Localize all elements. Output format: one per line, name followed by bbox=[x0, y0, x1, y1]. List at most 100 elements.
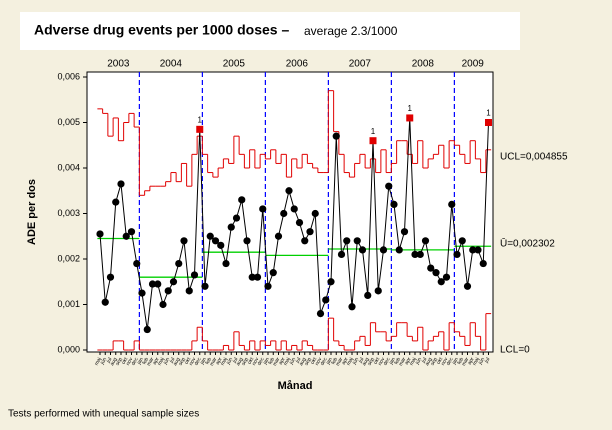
data-point bbox=[379, 246, 388, 254]
x-tick-label: jan bbox=[262, 356, 271, 366]
x-tick-label: jul bbox=[168, 357, 176, 365]
data-point bbox=[227, 223, 235, 231]
data-point bbox=[148, 280, 157, 288]
x-tick-label: mar bbox=[398, 356, 408, 367]
y-tick-label: 0,004 bbox=[57, 162, 80, 172]
data-point bbox=[348, 303, 356, 311]
data-point bbox=[96, 230, 104, 238]
data-point bbox=[427, 264, 435, 272]
data-point bbox=[437, 278, 445, 286]
footer bbox=[0, 400, 612, 430]
x-tick-label: nov bbox=[188, 356, 197, 366]
x-tick-label: dec bbox=[319, 356, 328, 366]
x-tick-label: jan bbox=[325, 356, 334, 366]
x-tick-label: jun bbox=[99, 356, 108, 366]
ucl-label: UCL=0,004855 bbox=[500, 152, 568, 163]
y-tick-label: 0,001 bbox=[57, 299, 80, 309]
data-point bbox=[206, 232, 214, 240]
data-point bbox=[290, 205, 298, 213]
data-point bbox=[416, 250, 424, 259]
x-tick-label: jul bbox=[483, 357, 491, 365]
x-tick-label: maj bbox=[94, 357, 103, 367]
x-tick-label: okt bbox=[436, 356, 445, 365]
data-point bbox=[264, 282, 272, 290]
flagged-point bbox=[369, 137, 377, 145]
chart-subtitle: average 2.3/1000 bbox=[304, 24, 398, 38]
data-point bbox=[169, 278, 178, 286]
x-tick-label: mar bbox=[335, 356, 345, 367]
x-tick-label: dec bbox=[382, 356, 391, 366]
x-tick-label: okt bbox=[373, 356, 382, 365]
chart-title: Adverse drug events per 1000 doses – bbox=[34, 22, 289, 38]
data-point bbox=[411, 250, 419, 259]
x-tick-label: apr bbox=[278, 356, 287, 366]
x-tick-label: jul bbox=[420, 357, 428, 365]
x-tick-label: maj bbox=[283, 357, 292, 367]
data-point bbox=[138, 289, 146, 297]
x-tick-label: aug bbox=[109, 356, 118, 366]
data-point bbox=[175, 259, 183, 268]
data-point bbox=[453, 250, 461, 259]
x-tick-label: okt bbox=[247, 356, 256, 365]
plot-area bbox=[86, 71, 494, 353]
data-point bbox=[469, 246, 477, 254]
data-point bbox=[280, 209, 288, 218]
data-point bbox=[374, 287, 382, 295]
x-tick-label: jun bbox=[351, 356, 360, 366]
data-point bbox=[133, 259, 141, 268]
x-tick-label: okt bbox=[310, 356, 319, 365]
x-tick-label: aug bbox=[424, 356, 433, 366]
x-tick-label: aug bbox=[235, 356, 244, 366]
x-tick-label: jun bbox=[225, 356, 234, 366]
x-tick-label: feb bbox=[267, 356, 276, 365]
x-tick-label: jan bbox=[451, 356, 460, 366]
x-tick-label: jun bbox=[414, 356, 423, 366]
y-axis-label: ADE per dos bbox=[26, 179, 38, 245]
x-tick-label: maj bbox=[157, 357, 166, 367]
x-tick-label: jan bbox=[199, 356, 208, 366]
data-point bbox=[432, 269, 440, 277]
x-tick-label: jun bbox=[477, 356, 486, 366]
data-point bbox=[332, 132, 340, 140]
data-point bbox=[337, 250, 346, 259]
x-tick-label: maj bbox=[346, 357, 355, 367]
data-point bbox=[217, 241, 225, 249]
x-tick-label: mar bbox=[461, 356, 471, 367]
y-tick-label: 0,003 bbox=[57, 208, 80, 218]
data-point bbox=[117, 180, 125, 188]
x-tick-label: apr bbox=[152, 356, 161, 366]
phase-label: 2005 bbox=[223, 59, 246, 70]
y-tick-label: 0,005 bbox=[57, 117, 80, 127]
data-point bbox=[101, 298, 109, 306]
x-tick-label: jul bbox=[294, 357, 302, 365]
x-tick-label: apr bbox=[341, 356, 350, 366]
x-tick-label: sep bbox=[430, 356, 439, 366]
x-tick-label: feb bbox=[141, 356, 150, 365]
x-tick-label: jul bbox=[231, 357, 239, 365]
x-tick-label: dec bbox=[445, 356, 454, 366]
y-tick-label: 0,006 bbox=[57, 71, 80, 81]
test-label: 1 bbox=[408, 104, 413, 113]
x-tick-label: mar bbox=[272, 356, 282, 367]
x-tick-label: sep bbox=[304, 356, 313, 366]
flagged-point bbox=[406, 114, 414, 122]
data-point bbox=[112, 198, 120, 206]
test-label: 1 bbox=[198, 115, 203, 124]
x-tick-label: okt bbox=[121, 356, 130, 365]
x-tick-label: nov bbox=[314, 356, 323, 366]
x-tick-label: sep bbox=[367, 356, 376, 366]
x-tick-label: aug bbox=[172, 356, 181, 366]
data-point bbox=[164, 287, 172, 295]
data-point bbox=[259, 205, 267, 213]
data-point bbox=[390, 200, 398, 208]
x-tick-label: feb bbox=[393, 356, 402, 365]
phase-label: 2006 bbox=[286, 59, 309, 70]
x-tick-label: dec bbox=[130, 356, 139, 366]
x-tick-label: maj bbox=[472, 357, 481, 367]
x-tick-label: apr bbox=[215, 356, 224, 366]
x-tick-label: dec bbox=[193, 356, 202, 366]
x-tick-label: dec bbox=[256, 356, 265, 366]
data-point bbox=[143, 325, 151, 334]
data-point bbox=[442, 273, 451, 281]
data-point bbox=[353, 237, 361, 245]
